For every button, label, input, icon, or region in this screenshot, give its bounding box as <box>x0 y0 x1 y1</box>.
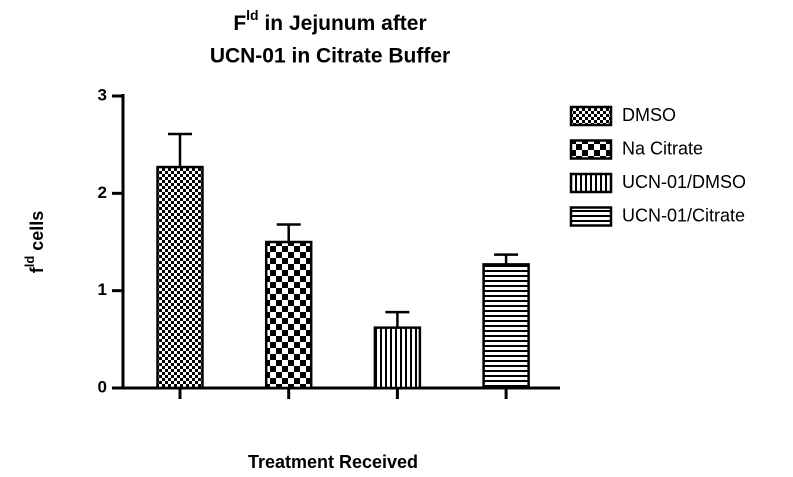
x-axis-label: Treatment Received <box>248 452 418 472</box>
legend-swatch <box>569 206 613 227</box>
legend-label: Na Citrate <box>622 138 703 158</box>
ylabel-superscript: ld <box>22 256 37 268</box>
legend-label: UCN-01/Citrate <box>622 205 745 225</box>
y-tick-label: 3 <box>98 85 107 104</box>
chart-title: Fld in Jejunum after <box>233 7 426 35</box>
legend-swatch <box>569 172 613 194</box>
title-text: in Jejunum after <box>259 12 427 35</box>
legend-swatch <box>569 139 613 160</box>
title-text: F <box>233 12 246 35</box>
chart-title: UCN-01 in Citrate Buffer <box>210 45 450 68</box>
legend-swatch <box>569 105 613 127</box>
bar <box>264 240 313 390</box>
ylabel-text: cells <box>27 211 47 256</box>
y-tick-label: 1 <box>98 280 107 299</box>
y-axis-label: fld cells <box>22 211 46 274</box>
bar <box>482 263 530 390</box>
ylabel-text: f <box>27 266 47 273</box>
y-tick-label: 0 <box>98 377 107 396</box>
bar <box>373 326 422 390</box>
bar <box>156 165 204 390</box>
title-superscript: ld <box>246 7 258 23</box>
legend-label: UCN-01/DMSO <box>622 172 746 192</box>
y-tick-label: 2 <box>98 183 107 202</box>
legend-label: DMSO <box>622 105 676 125</box>
